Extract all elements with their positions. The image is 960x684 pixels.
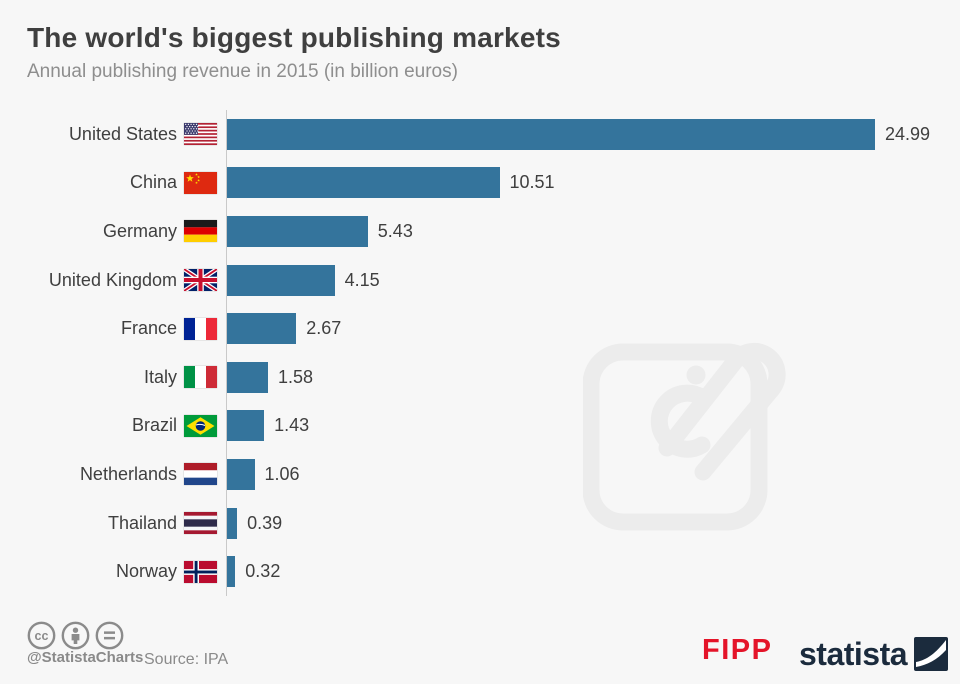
- value-label: 1.43: [274, 415, 310, 436]
- bar-track: 4.15: [226, 255, 930, 305]
- bar-track: 24.99: [226, 110, 930, 159]
- flag-fr-icon: [184, 317, 217, 340]
- bar-track: 1.58: [226, 352, 930, 402]
- chart-row: Italy 1.58: [0, 352, 930, 402]
- country-label: Norway: [115, 561, 177, 582]
- value-label: 0.39: [247, 512, 283, 533]
- bar-track: 0.32: [226, 547, 930, 596]
- chart-row: France 2.67: [0, 304, 930, 353]
- value-label: 2.67: [306, 318, 342, 339]
- country-label: Netherlands: [79, 463, 177, 484]
- bar: [227, 167, 500, 199]
- bar: [227, 361, 268, 393]
- source-label: Source: IPA: [144, 651, 229, 668]
- statista-edit-watermark-icon: [583, 342, 786, 531]
- bar: [227, 458, 255, 490]
- chart-row: Germany 5.43: [0, 207, 930, 256]
- value-label: 4.15: [344, 269, 380, 290]
- bar: [227, 313, 297, 345]
- flag-de-icon: [184, 220, 217, 243]
- flag-gb-icon: [184, 269, 217, 292]
- chart-row: Netherlands 1.06: [0, 450, 930, 499]
- country-label: Germany: [102, 220, 177, 241]
- bar-track: 5.43: [226, 207, 930, 256]
- flag-it-icon: [184, 366, 217, 389]
- bar-track: 1.06: [226, 450, 930, 499]
- value-label: 10.51: [509, 172, 555, 193]
- page-title: The world's biggest publishing markets: [27, 22, 561, 53]
- chart-row: United Kingdom 4.15: [0, 255, 930, 305]
- country-label: United Kingdom: [48, 269, 177, 290]
- statista-charts-handle: @StatistaCharts: [27, 649, 144, 666]
- country-label: United States: [68, 123, 177, 144]
- bar: [227, 556, 236, 588]
- svg-text:cc: cc: [35, 629, 49, 643]
- bar-track: 10.51: [226, 158, 930, 208]
- statista-logo: statista: [799, 636, 949, 672]
- fipp-logo: FIPP: [702, 634, 773, 666]
- bar-chart: United States 24.99 China 10.51 Germany 5.43…: [0, 110, 930, 596]
- country-label: Italy: [143, 366, 177, 387]
- country-label: Thailand: [107, 512, 177, 533]
- value-label: 1.58: [278, 366, 314, 387]
- value-label: 5.43: [377, 220, 413, 241]
- bar-track: 2.67: [226, 304, 930, 353]
- cc-license: cc: [27, 621, 124, 650]
- flag-no-icon: [184, 560, 217, 583]
- country-label: Brazil: [131, 415, 177, 436]
- country-label: China: [129, 172, 177, 193]
- page-subtitle: Annual publishing revenue in 2015 (in bi…: [27, 61, 458, 82]
- chart-row: Brazil 1.43: [0, 401, 930, 451]
- chart-row: Norway 0.32: [0, 547, 930, 596]
- value-label: 0.32: [245, 561, 281, 582]
- flag-nl-icon: [184, 463, 217, 486]
- chart-row: China 10.51: [0, 158, 930, 208]
- bar: [227, 215, 368, 247]
- bar: [227, 264, 335, 296]
- bar: [227, 410, 265, 442]
- bar-track: 1.43: [226, 401, 930, 451]
- country-label: France: [120, 318, 177, 339]
- flag-cn-icon: [184, 171, 217, 194]
- flag-th-icon: [184, 512, 217, 535]
- bar: [227, 118, 875, 150]
- value-label: 1.06: [264, 463, 300, 484]
- cc-icon: cc: [27, 621, 56, 650]
- flag-br-icon: [184, 414, 217, 437]
- statista-wordmark: statista: [799, 636, 908, 672]
- bar-track: 0.39: [226, 498, 930, 548]
- flag-us-icon: [184, 123, 217, 146]
- chart-row: United States 24.99: [0, 110, 930, 159]
- equals-icon: [95, 621, 124, 650]
- chart-row: Thailand 0.39: [0, 498, 930, 548]
- bar: [227, 507, 238, 539]
- header: The world's biggest publishing markets A…: [27, 22, 561, 83]
- statista-mark-icon: [914, 637, 949, 671]
- attribution-icon: [61, 621, 90, 650]
- value-label: 24.99: [885, 123, 931, 144]
